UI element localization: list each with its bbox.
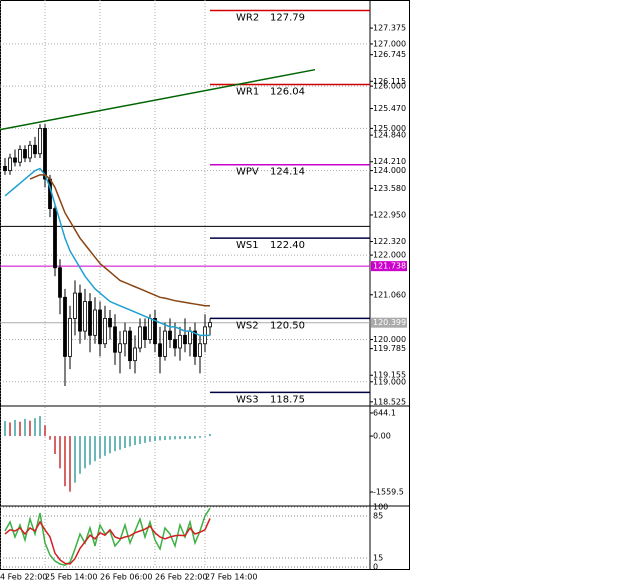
y-tick-label: 0.00 — [373, 432, 391, 441]
y-tick-label: 122.320 — [373, 237, 406, 246]
y-tick-label: 118.525 — [373, 397, 406, 406]
trendline — [0, 68, 316, 131]
candle-body — [18, 149, 22, 163]
x-tick-label: 26 Feb 22:00 — [155, 573, 207, 582]
candle-body — [13, 157, 17, 163]
pivot-name: WPV — [236, 167, 259, 178]
pivot-value: 122.40 — [270, 240, 305, 251]
y-tick-label: 126.745 — [373, 50, 406, 59]
pivot-name: WS1 — [236, 240, 259, 251]
x-tick-label: 27 Feb 14:00 — [205, 573, 257, 582]
candle-body — [113, 326, 117, 353]
y-tick-label: 100 — [373, 503, 388, 512]
pivot-name: WS2 — [236, 320, 259, 331]
y-tick-label: 119.785 — [373, 344, 406, 353]
candle-body — [128, 330, 132, 362]
candle-body — [188, 330, 192, 345]
candle-body — [168, 330, 172, 340]
y-tick-label: -1559.5 — [373, 488, 404, 497]
y-tick-label: 15 — [373, 554, 383, 563]
indicator-line — [4, 167, 210, 337]
candle-body — [28, 144, 32, 159]
y-tick-label: 122.000 — [373, 251, 406, 260]
y-tick-label: 125.000 — [373, 124, 406, 133]
candle-body — [148, 318, 152, 340]
pivot-value: 120.50 — [270, 320, 305, 331]
y-tick-label: 123.580 — [373, 184, 406, 193]
y-tick-label: 126.000 — [373, 82, 406, 91]
candle-body — [58, 267, 62, 298]
x-tick-label: 25 Feb 14:00 — [45, 573, 97, 582]
y-tick-label: 124.000 — [373, 166, 406, 175]
candle-body — [63, 296, 67, 357]
y-tick-label: 127.000 — [373, 39, 406, 48]
candle-body — [193, 330, 197, 357]
price-label: 121.738 — [373, 262, 406, 271]
y-tick-label: 120.000 — [373, 335, 406, 344]
y-tick-label: 0 — [373, 563, 378, 572]
candle-body — [38, 127, 42, 155]
y-tick-label: 119.155 — [373, 371, 406, 380]
candle-body — [68, 318, 72, 357]
candle-body — [198, 343, 202, 357]
candle-body — [33, 144, 37, 155]
y-tick-label: 85 — [373, 512, 383, 521]
candle-body — [183, 334, 187, 345]
y-tick-label: 121.060 — [373, 290, 406, 299]
pivot-name: WR1 — [236, 86, 259, 97]
y-tick-label: 644.1 — [373, 408, 396, 417]
candle-body — [83, 301, 87, 332]
price-label: 120.399 — [373, 318, 406, 327]
candle-body — [78, 292, 82, 332]
candle-body — [23, 149, 27, 159]
candle-body — [133, 347, 137, 362]
y-tick-label: 126.115 — [373, 77, 406, 86]
pivot-name: WR2 — [236, 13, 259, 24]
y-tick-label: 127.375 — [373, 24, 406, 33]
pivot-name: WS3 — [236, 394, 259, 405]
candle-body — [158, 343, 162, 357]
price-label-box — [371, 261, 407, 272]
candle-body — [173, 339, 177, 349]
candle-body — [138, 326, 142, 349]
pivot-value: 126.04 — [270, 86, 305, 97]
x-tick-label: 4 Feb 22:00 — [0, 573, 47, 582]
candle-body — [73, 292, 77, 319]
candle-body — [118, 343, 122, 353]
y-tick-label: 125.470 — [373, 104, 406, 113]
y-tick-label: 119.000 — [373, 377, 406, 386]
y-tick-label: 122.950 — [373, 210, 406, 219]
candle-body — [178, 334, 182, 349]
candle-body — [153, 318, 157, 345]
candle-body — [98, 309, 102, 345]
candle-body — [43, 127, 47, 180]
candle-body — [143, 326, 147, 340]
candle-body — [103, 318, 107, 345]
indicator-line — [29, 174, 210, 307]
candle-body — [3, 165, 7, 172]
indicator-line — [4, 518, 211, 565]
candle-body — [53, 208, 57, 269]
pivot-value: 118.75 — [270, 394, 305, 405]
candle-body — [88, 301, 92, 336]
candle-body — [163, 330, 167, 357]
candle-body — [123, 330, 127, 345]
price-label-box — [371, 317, 407, 328]
x-tick-label: 26 Feb 06:00 — [100, 573, 152, 582]
y-tick-label: 124.840 — [373, 131, 406, 140]
candle-body — [108, 318, 112, 328]
pivot-value: 124.14 — [270, 167, 305, 178]
y-tick-label: 124.210 — [373, 157, 406, 166]
pivot-value: 127.79 — [270, 13, 305, 24]
candle-body — [8, 157, 12, 172]
candle-body — [93, 309, 97, 336]
candle-body — [208, 322, 212, 328]
